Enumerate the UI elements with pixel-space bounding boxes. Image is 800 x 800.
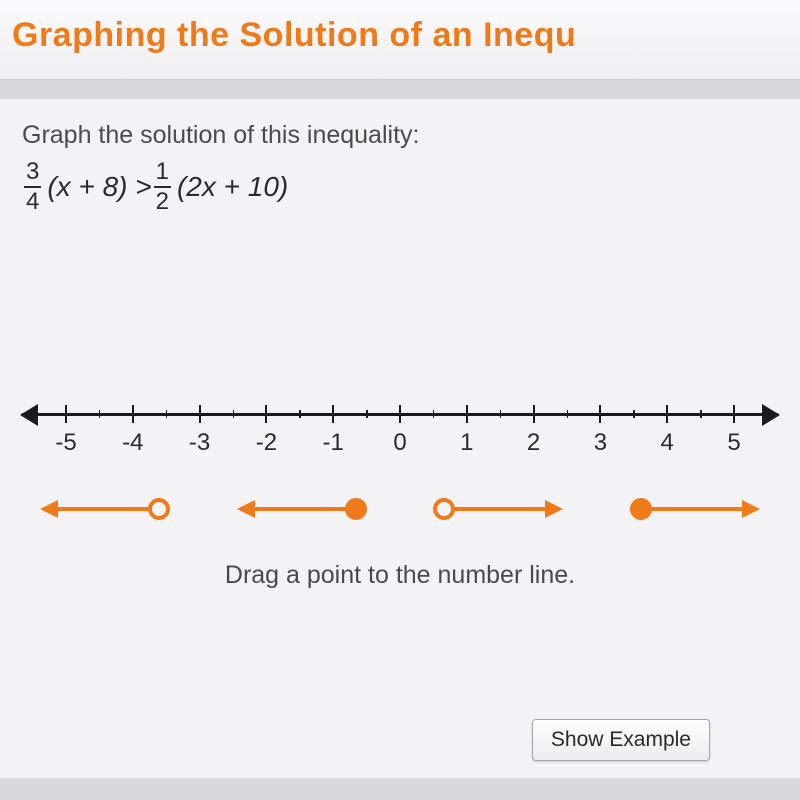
tick-label: -5 [55,429,76,457]
problem-panel: Graph the solution of this inequality: 3… [0,98,800,778]
arrow-left-icon [20,404,38,426]
instruction-text: Drag a point to the number line. [0,561,800,590]
drag-options-row [40,495,760,523]
fraction-three-fourths: 3 4 [24,160,41,214]
minor-tick [700,410,702,418]
fraction-one-half: 1 2 [154,160,171,214]
tick-label: 0 [393,429,406,457]
page-title: Graphing the Solution of an Inequ [12,16,788,55]
minor-tick [500,410,502,418]
tick-label: -4 [122,429,143,457]
ray-option-open-right[interactable] [433,495,563,523]
tick-label: 1 [460,429,473,457]
tick-label: -2 [256,429,277,457]
tick-label: -3 [189,429,210,457]
tick [132,405,134,423]
arrow-right-icon [762,404,780,426]
show-example-button[interactable]: Show Example [532,719,710,761]
ray-option-closed-right[interactable] [630,495,760,523]
number-line[interactable]: -5 -4 -3 -2 -1 0 1 2 3 4 5 [22,401,778,461]
minor-tick [99,410,101,418]
tick [466,405,468,423]
ray-option-closed-left[interactable] [237,495,367,523]
minor-tick [233,410,235,418]
tick [533,405,535,423]
tick-label: 5 [727,429,740,457]
tick-label: -1 [323,429,344,457]
tick-label: 4 [661,429,674,457]
tick [332,405,334,423]
tick-label: 3 [594,429,607,457]
minor-tick [567,410,569,418]
minor-tick [166,410,168,418]
tick [733,405,735,423]
tick [199,405,201,423]
tick-label: 2 [527,429,540,457]
tick [399,405,401,423]
title-bar: Graphing the Solution of an Inequ [0,0,800,80]
minor-tick [366,410,368,418]
minor-tick [433,410,435,418]
tick [666,405,668,423]
ray-option-open-left[interactable] [40,495,170,523]
inequality-expression: 3 4 (x + 8) > 1 2 (2x + 10) [0,160,800,214]
tick [65,405,67,423]
tick [265,405,267,423]
minor-tick [299,410,301,418]
tick [599,405,601,423]
prompt-text: Graph the solution of this inequality: [0,121,800,150]
minor-tick [633,410,635,418]
